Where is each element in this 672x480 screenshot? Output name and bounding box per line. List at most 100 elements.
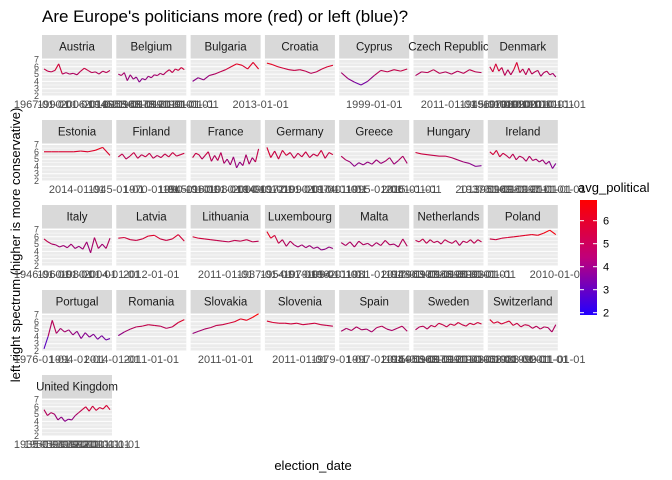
series-segment	[466, 239, 471, 244]
series-segment	[93, 333, 99, 340]
series-segment	[354, 81, 362, 86]
series-segment	[290, 322, 297, 325]
series-segment	[195, 152, 200, 156]
series-segment	[549, 72, 554, 76]
series-segment	[398, 155, 404, 161]
series-segment	[451, 157, 458, 161]
facet-panel	[264, 58, 335, 96]
series-segment	[536, 325, 541, 330]
y-tick-label: 2	[34, 346, 39, 356]
series-segment	[302, 323, 309, 326]
series-segment	[204, 238, 211, 241]
series-segment	[124, 236, 131, 241]
series-segment	[548, 161, 554, 169]
series-segment	[68, 329, 74, 336]
facet-strip	[116, 120, 187, 143]
x-tick-label: 2001-01-01	[385, 184, 441, 196]
facet-strip	[413, 205, 484, 228]
facet-strip	[339, 205, 410, 228]
color-legend: avg_political 2 3 4 5 6	[578, 180, 650, 320]
series-segment	[512, 153, 517, 161]
series-segment	[105, 238, 111, 249]
series-segment	[309, 153, 314, 159]
series-segment	[516, 62, 521, 73]
series-segment	[150, 74, 155, 79]
series-segment	[433, 69, 440, 74]
series-segment	[371, 327, 378, 333]
series-segment	[301, 244, 307, 249]
series-segment	[160, 153, 166, 159]
facet-strip-label: Czech Republic	[408, 42, 489, 54]
x-tick-label: 2014-01-01	[49, 184, 105, 196]
x-tick-label: 1968-01-01	[413, 354, 469, 366]
series-segment	[252, 240, 259, 243]
series-segment	[542, 159, 547, 165]
facet-strip	[413, 290, 484, 313]
series-segment	[316, 68, 323, 73]
facet-ireland: Ireland 1937-01-011951-01-011969-01-01198…	[460, 120, 586, 196]
series-segment	[272, 64, 279, 68]
series-segment	[102, 404, 107, 410]
x-tick-label: 1994-01-01	[307, 269, 363, 281]
series-segment	[429, 239, 435, 244]
legend-tick-label: 5	[603, 239, 609, 251]
y-tick-label: 4	[34, 161, 39, 171]
series-segment	[462, 240, 468, 244]
series-segment	[446, 323, 451, 328]
series-segment	[58, 63, 63, 75]
facet-czech-republic: Czech Republic 2011-01-01	[408, 35, 489, 111]
series-segment	[217, 152, 222, 161]
series-segment	[513, 62, 518, 70]
series-segment	[106, 69, 111, 74]
series-segment	[172, 152, 177, 157]
legend-title: avg_political	[578, 180, 650, 195]
series-segment	[328, 246, 334, 249]
series-segment	[320, 150, 326, 159]
facet-strip-label: Croatia	[281, 42, 319, 54]
series-segment	[192, 152, 197, 158]
series-segment	[123, 72, 128, 81]
x-tick-label: 1963-01-01	[399, 269, 455, 281]
series-segment	[142, 235, 149, 240]
series-segment	[426, 239, 431, 244]
x-tick-label: 1980-01-01	[209, 184, 265, 196]
y-tick-label: 6	[34, 232, 39, 242]
series-segment	[141, 154, 146, 158]
y-tick-label: 5	[34, 324, 39, 334]
facet-luxembourg: Luxembourg 1937-01-011954-01-011979-01-01…	[237, 205, 363, 281]
series-segment	[133, 152, 139, 159]
series-segment	[278, 239, 283, 244]
series-segment	[545, 160, 550, 165]
facet-strip	[264, 290, 335, 313]
x-tick-label: 1980-01-01	[61, 269, 117, 281]
series-segment	[43, 68, 48, 72]
series-segment	[98, 70, 104, 75]
x-tick-label: 1992-01-01	[64, 439, 120, 451]
series-segment	[180, 152, 185, 156]
series-segment	[160, 325, 167, 329]
series-segment	[70, 243, 76, 249]
series-segment	[475, 165, 482, 167]
series-segment	[316, 150, 322, 157]
series-segment	[232, 156, 238, 169]
facet-strip-label: Switzerland	[493, 297, 552, 309]
series-segment	[234, 239, 241, 242]
series-segment	[154, 234, 161, 240]
facet-strip-label: Lithuania	[202, 212, 249, 224]
series-segment	[358, 240, 364, 246]
series-segment	[60, 416, 66, 422]
facet-panel	[264, 228, 335, 266]
x-tick-label: 1943-01-01	[460, 354, 516, 366]
series-segment	[373, 69, 382, 76]
series-segment	[156, 154, 162, 159]
series-segment	[501, 236, 508, 239]
series-segment	[528, 324, 533, 329]
series-segment	[515, 155, 520, 161]
series-segment	[90, 237, 96, 253]
series-segment	[180, 67, 185, 71]
x-tick-label: 1948-01-01	[385, 269, 441, 281]
series-segment	[495, 237, 502, 241]
y-tick-label: 2	[34, 91, 39, 101]
